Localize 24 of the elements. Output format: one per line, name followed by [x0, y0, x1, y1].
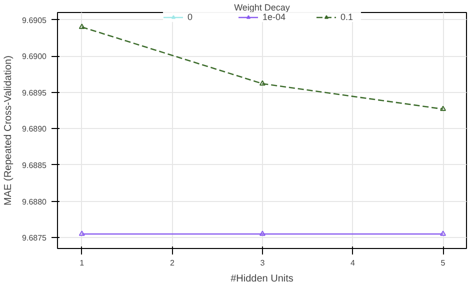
- point: [259, 230, 266, 236]
- y-tick-label: 9.6895: [22, 88, 48, 98]
- point: [78, 230, 85, 236]
- y-tick-label: 9.6900: [22, 52, 48, 62]
- legend-title: Weight Decay: [234, 2, 290, 12]
- x-tick-label: 1: [80, 258, 85, 268]
- y-tick-label: 9.6875: [22, 234, 48, 243]
- y-tick-label: 9.6890: [22, 124, 48, 134]
- y-axis-title: MAE (Repeated Cross-Validation): [3, 56, 14, 206]
- point: [259, 80, 266, 86]
- point: [78, 24, 85, 29]
- legend-label: 1e-04: [262, 12, 286, 22]
- x-tick-label: 5: [440, 258, 446, 268]
- point: [440, 230, 446, 236]
- x-tick-label: 4: [350, 258, 356, 268]
- x-axis-title: #Hidden Units: [230, 274, 294, 284]
- point: [440, 106, 446, 112]
- x-tick-label: 2: [170, 258, 175, 268]
- y-tick-label: 9.6885: [22, 160, 48, 170]
- y-tick-label: 9.6905: [22, 16, 48, 25]
- y-tick-label: 9.6880: [22, 197, 48, 206]
- x-tick-label: 3: [260, 258, 266, 268]
- legend-label: 0: [187, 12, 194, 22]
- legend-label: 0.1: [340, 12, 354, 22]
